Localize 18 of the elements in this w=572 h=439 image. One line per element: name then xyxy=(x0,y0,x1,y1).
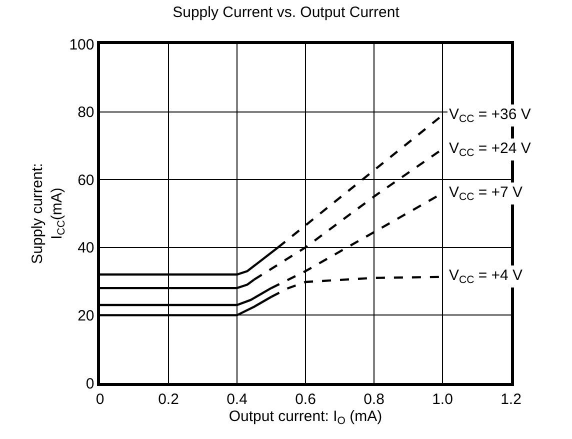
x-axis-title: Output current: I$_{O}$ (mA) xyxy=(228,408,382,427)
y-tick-label: 0 xyxy=(86,375,94,392)
y-tick-label: 100 xyxy=(69,36,94,54)
series-label: V$_{CC}$ = +7 V xyxy=(449,184,523,204)
x-tick-label: 0.2 xyxy=(158,390,179,408)
series-label: V$_{CC}$ = +24 V xyxy=(449,140,531,160)
x-tick-label: 1.0 xyxy=(432,390,453,408)
x-tick-label: 1.2 xyxy=(500,390,522,408)
x-tick-label: 0.6 xyxy=(295,390,316,408)
y-tick-label: 20 xyxy=(78,307,94,324)
series-label: V$_{CC}$ = +36 V xyxy=(449,106,531,126)
y-tick-label: 40 xyxy=(78,240,94,257)
chart-title: Supply Current vs. Output Current xyxy=(172,4,400,22)
y-tick-label: 80 xyxy=(78,104,94,122)
series-label: V$_{CC}$ = +4 V xyxy=(449,267,523,286)
x-tick-label: 0.8 xyxy=(364,390,384,408)
x-tick-label: 0.4 xyxy=(226,390,248,408)
y-tick-label: 60 xyxy=(78,172,94,189)
